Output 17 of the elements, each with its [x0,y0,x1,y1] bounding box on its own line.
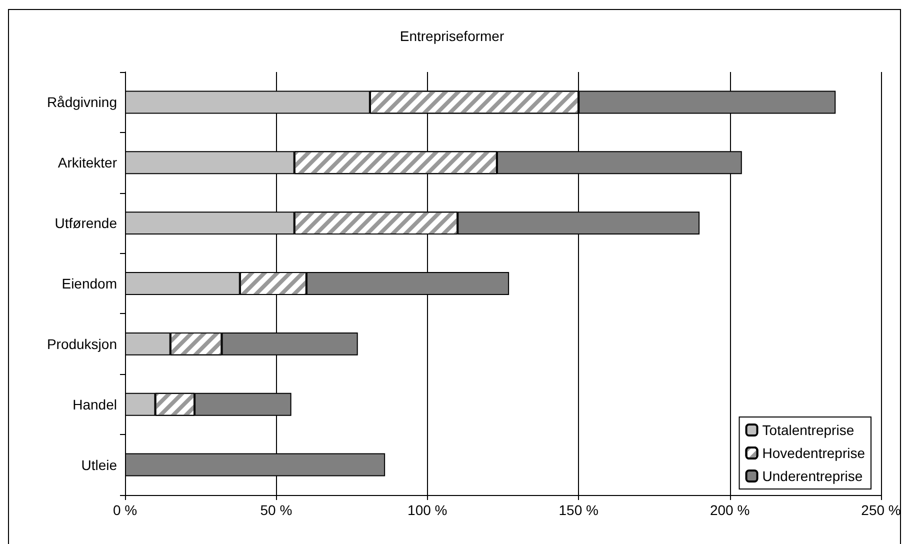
legend-label: Hovedentreprise [762,445,866,461]
x-tick-label: 150 % [558,502,598,518]
x-tick-label: 50 % [260,502,292,518]
x-tick-label: 100 % [408,502,448,518]
y-tick-label: Eiendom [62,276,117,292]
y-tick-label: Produksjon [46,336,117,352]
x-tick-label: 250 % [861,502,901,518]
chart-title: Entrepriseformer [400,28,504,44]
y-tick-label: Utførende [54,215,118,232]
y-tick-label: Rådgivning [46,94,117,110]
y-tick-label: Arkitekter [58,154,118,171]
x-tick-label: 200 % [710,502,750,518]
y-tick-label: Handel [72,396,117,412]
y-tick-label: Utleie [81,456,118,473]
x-tick-label: 0 % [112,502,138,518]
legend-label: Underentreprise [762,468,863,484]
legend-label: Totalentreprise [762,422,854,438]
